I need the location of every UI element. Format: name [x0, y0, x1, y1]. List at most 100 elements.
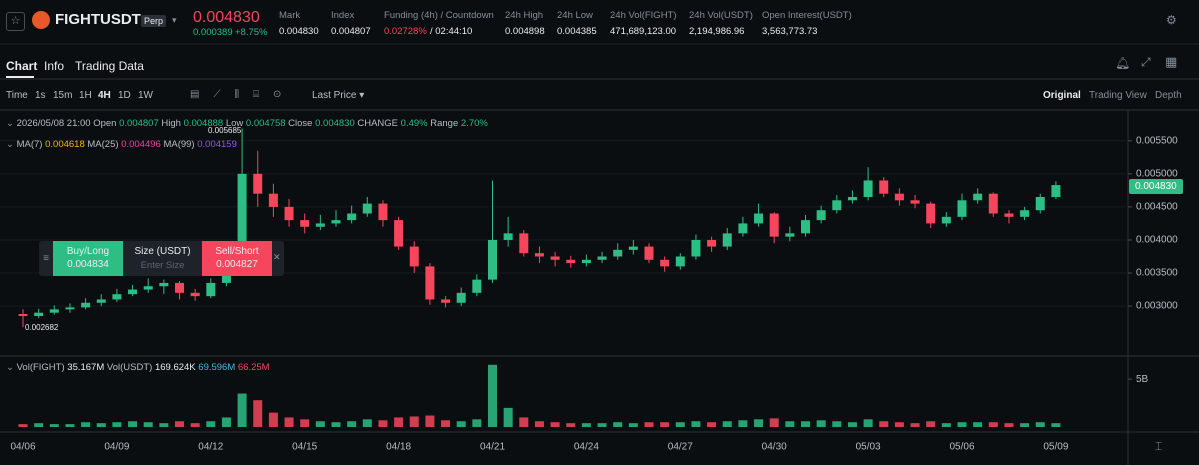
- tab[interactable]: Chart: [6, 59, 38, 73]
- volume-bar: [519, 417, 529, 427]
- volume-bar: [112, 422, 122, 427]
- interval[interactable]: 1s: [35, 90, 46, 101]
- drag-handle[interactable]: ≡: [43, 253, 49, 264]
- volume-bar: [347, 421, 357, 427]
- x-tick-label: 04/24: [574, 442, 599, 453]
- interval[interactable]: 1W: [138, 90, 153, 101]
- buy-price[interactable]: 0.004834: [67, 259, 109, 270]
- x-tick-label: 04/27: [668, 442, 693, 453]
- stat-value: 3,563,773.73: [762, 26, 818, 37]
- volume-bar: [863, 419, 873, 427]
- close-icon[interactable]: ✕: [273, 252, 281, 262]
- sell-price[interactable]: 0.004827: [216, 259, 258, 270]
- interval[interactable]: Time: [6, 90, 28, 101]
- trade-widget: ≡ Buy/Long 0.004834 Size (USDT) Enter Si…: [39, 241, 284, 276]
- candle-body: [81, 302, 91, 308]
- candle-body: [362, 203, 372, 214]
- candle-body: [644, 246, 654, 260]
- legend-label: CHANGE: [357, 118, 399, 129]
- view[interactable]: Trading View: [1089, 90, 1147, 101]
- settings-icon[interactable]: ⚙: [1166, 13, 1177, 27]
- candle-body: [832, 200, 842, 211]
- interval[interactable]: 1H: [79, 90, 92, 101]
- interval[interactable]: 1D: [118, 90, 131, 101]
- volume-bar: [331, 422, 341, 427]
- max-price-label: 0.005685: [208, 126, 242, 135]
- volume-bar: [957, 422, 967, 427]
- size-label: Size (USDT): [134, 246, 191, 257]
- interval[interactable]: 15m: [53, 90, 73, 101]
- y-tick-label: 0.004500: [1136, 202, 1178, 213]
- volume-bar: [581, 423, 591, 427]
- legend-value: 69.596M: [198, 362, 236, 373]
- volume-bar: [754, 419, 764, 427]
- view[interactable]: Depth: [1155, 90, 1182, 101]
- tab[interactable]: Trading Data: [75, 59, 144, 73]
- stat-label: Mark: [279, 10, 301, 21]
- x-tick-label: 05/09: [1043, 442, 1068, 453]
- candle-body: [18, 314, 28, 316]
- candle-body: [894, 193, 904, 201]
- volume-bar: [268, 412, 278, 427]
- volume-bar: [926, 421, 936, 427]
- x-tick-label: 04/15: [292, 442, 317, 453]
- candle-body: [941, 216, 951, 224]
- expand-icon[interactable]: ⤢: [1141, 55, 1151, 69]
- price-type-label[interactable]: Last Price: [312, 90, 357, 101]
- volume-bar: [159, 423, 169, 427]
- volume-bar: [472, 419, 482, 427]
- volume-bar: [221, 417, 231, 427]
- candle-body: [175, 282, 184, 293]
- legend-label: Close: [288, 118, 313, 129]
- volume-bar: [488, 364, 497, 427]
- tool-icons[interactable]: ▤⟋⫼⌸⊙: [190, 89, 296, 100]
- legend-label: Range: [430, 118, 459, 129]
- buy-label[interactable]: Buy/Long: [66, 246, 110, 257]
- buy-button[interactable]: Buy/Long 0.004834: [53, 241, 123, 276]
- ohlc-legend: ⌄ 2026/05/08 21:00 Open 0.004807 High 0.…: [6, 118, 488, 129]
- price-type[interactable]: Last Price ▾: [312, 90, 365, 101]
- size-placeholder[interactable]: Enter Size: [140, 260, 185, 271]
- price-change-pct: +8.75%: [235, 27, 268, 38]
- sell-label[interactable]: Sell/Short: [215, 246, 259, 257]
- candle-body: [1004, 213, 1014, 217]
- candle-body: [237, 173, 247, 274]
- size-input[interactable]: Size (USDT) Enter Size: [123, 241, 202, 276]
- sell-button[interactable]: Sell/Short 0.004827: [202, 241, 272, 276]
- price-change: 0.000389: [193, 27, 233, 38]
- stat-label: Funding (4h) / Countdown: [384, 10, 494, 21]
- legend-label: Vol(FIGHT): [16, 362, 65, 373]
- candle-body: [1035, 196, 1045, 211]
- alert-icon[interactable]: 🔔︎: [1115, 56, 1131, 70]
- favorite-star[interactable]: ☆: [6, 12, 25, 31]
- axis-reset-icon[interactable]: ⌶: [1155, 439, 1163, 453]
- legend-value: 0.004496: [121, 139, 161, 150]
- candle-body: [143, 286, 153, 290]
- layout-icon[interactable]: ▦: [1165, 54, 1178, 69]
- volume-bar: [1051, 423, 1061, 427]
- symbol[interactable]: FIGHTUSDT: [55, 11, 141, 28]
- candle-body: [190, 292, 200, 297]
- volume-bar: [49, 424, 59, 427]
- volume-bar: [378, 420, 388, 427]
- legend-value: 66.25M: [237, 362, 270, 373]
- stat-label: Open Interest(USDT): [762, 10, 852, 21]
- volume-bar: [894, 422, 904, 427]
- interval[interactable]: 4H: [98, 90, 111, 101]
- view[interactable]: Original: [1043, 90, 1081, 101]
- y-tick-label: 0.004000: [1136, 235, 1178, 246]
- volume-bar: [879, 421, 889, 427]
- legend-value: 0.004758: [245, 118, 286, 129]
- volume-bar: [300, 419, 310, 427]
- stat-value: 0.02728%: [384, 26, 427, 37]
- tab[interactable]: Info: [44, 59, 65, 73]
- candle-body: [534, 253, 544, 257]
- volume-bar: [534, 421, 544, 427]
- volume-bar: [143, 422, 153, 427]
- dropdown-caret[interactable]: ▾: [172, 15, 177, 25]
- stat-label: 24h Low: [557, 10, 593, 21]
- candle-body: [441, 299, 451, 303]
- volume-bar: [409, 416, 419, 427]
